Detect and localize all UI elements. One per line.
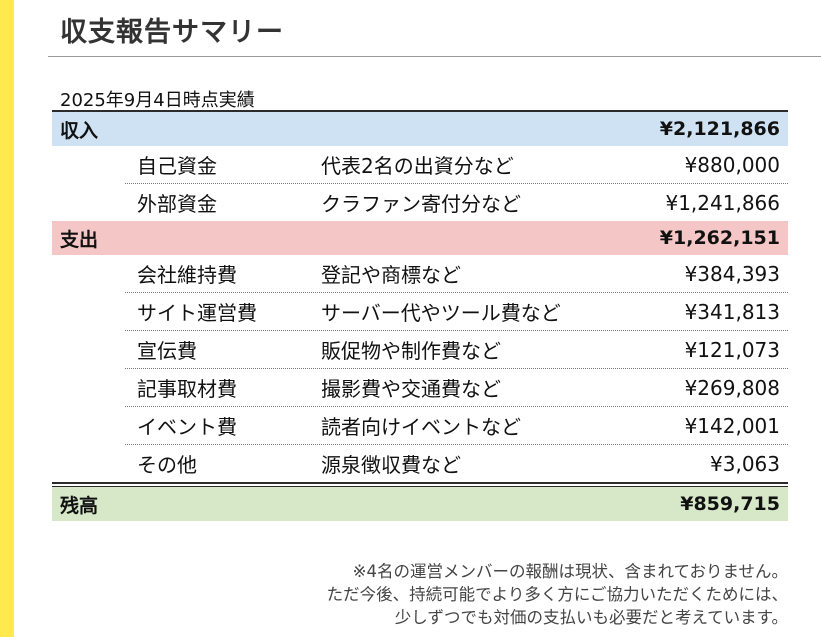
footnote-line: ただ今後、持続可能でより多く方にご協力いただくためには、	[326, 585, 788, 604]
footnote-line: 少しずつでも対価の支払いも必要だと考えています。	[394, 608, 788, 627]
balance-total: ¥859,715	[680, 493, 780, 515]
item-desc: サーバー代やツール費など	[321, 301, 561, 325]
expense-total: ¥1,262,151	[659, 227, 780, 249]
page-title: 収支報告サマリー	[60, 17, 284, 48]
income-header-row: 収入 ¥2,121,866	[52, 112, 788, 146]
balance-divider	[52, 482, 788, 487]
item-name: 宣伝費	[137, 339, 197, 363]
footnote-line: ※4名の運営メンバーの報酬は現状、含まれておりません。	[352, 562, 788, 581]
income-label: 収入	[60, 119, 99, 142]
item-amount: ¥269,808	[684, 375, 780, 400]
item-desc: 撮影費や交通費など	[321, 377, 501, 401]
item-amount: ¥341,813	[684, 299, 780, 324]
item-desc: 源泉徴収費など	[321, 453, 461, 477]
item-name: 会社維持費	[137, 263, 237, 287]
table-top-rule	[52, 110, 788, 112]
expense-label: 支出	[60, 228, 99, 251]
table-row: 外部資金 クラファン寄付分など ¥1,241,866	[125, 184, 788, 221]
table-row: サイト運営費 サーバー代やツール費など ¥341,813	[125, 293, 788, 331]
item-amount: ¥1,241,866	[665, 190, 780, 215]
expense-header-row: 支出 ¥1,262,151	[52, 221, 788, 255]
item-amount: ¥3,063	[710, 451, 780, 476]
item-amount: ¥880,000	[684, 152, 780, 177]
accent-bar	[0, 0, 14, 637]
balance-label: 残高	[60, 494, 99, 517]
as-of-date: 2025年9月4日時点実績	[60, 90, 255, 111]
item-name: 記事取材費	[137, 377, 237, 401]
summary-table: 収入 ¥2,121,866 自己資金 代表2名の出資分など ¥880,000 外…	[52, 110, 788, 521]
item-name: サイト運営費	[137, 301, 257, 325]
item-amount: ¥384,393	[684, 261, 780, 286]
item-amount: ¥121,073	[684, 337, 780, 362]
balance-row: 残高 ¥859,715	[52, 487, 788, 521]
table-row: 自己資金 代表2名の出資分など ¥880,000	[125, 146, 788, 184]
table-row: 会社維持費 登記や商標など ¥384,393	[125, 255, 788, 293]
item-desc: 代表2名の出資分など	[321, 154, 514, 178]
item-name: その他	[137, 453, 197, 477]
income-total: ¥2,121,866	[659, 118, 780, 140]
item-amount: ¥142,001	[684, 413, 780, 438]
item-desc: 読者向けイベントなど	[321, 415, 521, 439]
table-row: 宣伝費 販促物や制作費など ¥121,073	[125, 331, 788, 369]
table-row: 記事取材費 撮影費や交通費など ¥269,808	[125, 369, 788, 407]
item-desc: 登記や商標など	[321, 263, 461, 287]
table-row: イベント費 読者向けイベントなど ¥142,001	[125, 407, 788, 445]
item-name: イベント費	[137, 415, 237, 439]
item-desc: クラファン寄付分など	[321, 192, 521, 216]
table-row: その他 源泉徴収費など ¥3,063	[125, 445, 788, 482]
item-name: 外部資金	[137, 192, 217, 216]
item-name: 自己資金	[137, 154, 217, 178]
title-divider	[48, 56, 821, 57]
item-desc: 販促物や制作費など	[321, 339, 501, 363]
footnote: ※4名の運営メンバーの報酬は現状、含まれておりません。 ただ今後、持続可能でより…	[327, 560, 788, 629]
